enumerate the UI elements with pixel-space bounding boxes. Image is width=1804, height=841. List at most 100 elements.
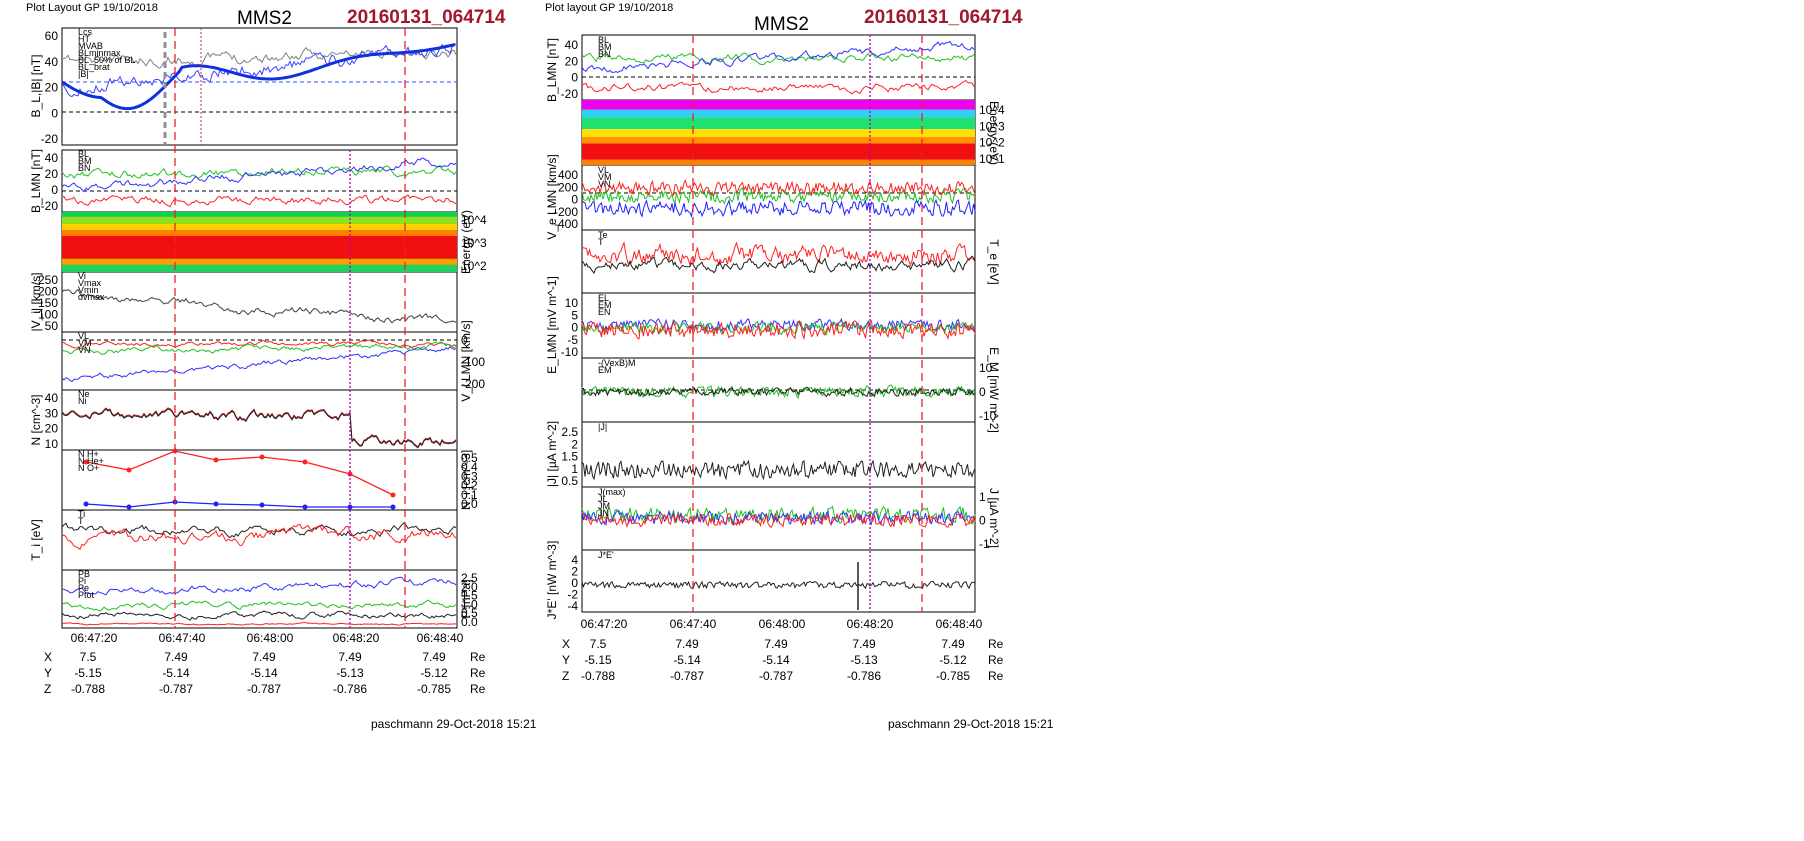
left-p7-He-point-5 — [302, 459, 308, 465]
right-p2-ytick-3: 10^1 — [979, 152, 1005, 166]
right-layout-label: Plot layout GP 19/10/2018 — [545, 2, 674, 14]
left-eph-label-y: Y — [44, 666, 52, 680]
left-p9-Pe-trace — [61, 622, 457, 626]
left-p5-VM-trace — [61, 341, 457, 356]
right-p8-ytick-2: -1 — [979, 537, 990, 551]
right-p5-legend-2: EN — [598, 307, 611, 317]
left-p7-ytick-2: 0.3 — [461, 469, 478, 483]
right-eph-z-2: -0.787 — [759, 669, 793, 683]
left-p4-legend-3: dvmax — [78, 292, 105, 302]
left-p7-legend-0: N H+ — [78, 449, 99, 459]
left-eph-unit-z: Re — [470, 682, 486, 696]
right-p8-legend-1: JL — [598, 494, 608, 504]
right-panel-7-frame — [581, 421, 976, 488]
right-p2-spectrogram-band — [582, 129, 975, 138]
left-time-tick-0: 06:47:20 — [71, 631, 118, 645]
right-p3-VM-trace — [581, 187, 976, 205]
left-eph-x-1: 7.49 — [164, 650, 188, 664]
left-eph-z-2: -0.787 — [247, 682, 281, 696]
right-p3-legend-0: VL — [598, 165, 609, 175]
left-panel-5-frame — [61, 331, 458, 391]
left-p7-He-point-0 — [83, 459, 89, 465]
right-p5-ytick-0: 10 — [565, 296, 579, 310]
right-p3-legend-2: VN — [598, 179, 611, 189]
right-p2-ytick-2: 10^2 — [979, 136, 1005, 150]
left-p9-legend-3: Ptot — [78, 590, 95, 600]
right-p3-ytick-0: 400 — [558, 168, 578, 182]
right-p7-ytick-0: 2.5 — [561, 425, 578, 439]
right-eph-label-x: X — [562, 637, 570, 651]
left-p6-Ni-trace — [61, 408, 457, 449]
left-time-tick-1: 06:47:40 — [159, 631, 206, 645]
left-p7-ytick-5: 0.0 — [461, 497, 478, 511]
left-p1-legend-3: BLminmax — [78, 48, 121, 58]
right-p2-ytick-1: 10^3 — [979, 119, 1005, 133]
left-p4-ytick-0: 250 — [38, 273, 58, 287]
right-eph-z-1: -0.787 — [670, 669, 704, 683]
left-p7-He-point-1 — [126, 467, 132, 473]
left-eph-y-2: -5.14 — [250, 666, 278, 680]
right-p5-legend-0: EL — [598, 293, 609, 303]
left-eph-y-0: -5.15 — [74, 666, 102, 680]
right-time-tick-0: 06:47:20 — [581, 617, 628, 631]
left-p7-ytick-0: 0.5 — [461, 451, 478, 465]
left-panel-7-frame — [61, 449, 458, 511]
left-p1-ytick-2: 20 — [45, 81, 59, 95]
right-eph-y-1: -5.14 — [673, 653, 701, 667]
left-p7-ytick-1: 0.4 — [461, 460, 478, 474]
left-p7-O-point-3 — [213, 501, 219, 507]
right-p1-ylabel: B_LMN [nT] — [545, 38, 559, 102]
left-p7-O-point-7 — [390, 504, 396, 510]
right-p8-JN-trace — [581, 512, 976, 529]
left-p1-ytick-4: -20 — [41, 132, 59, 146]
right-p3-legend-1: VM — [598, 172, 612, 182]
right-time-tick-2: 06:48:00 — [759, 617, 806, 631]
left-p9-ytick-1: 2.0 — [461, 580, 478, 594]
right-p2-spectrogram — [582, 100, 975, 165]
right-p7-ytick-3: 1 — [571, 462, 578, 476]
left-p8-Ti-trace — [61, 523, 457, 550]
left-p1-ytick-0: 60 — [45, 29, 59, 43]
left-eph-unit-y: Re — [470, 666, 486, 680]
left-panel-9-frame — [61, 569, 458, 629]
left-p6-ylabel: N [cm^-3] — [29, 395, 43, 446]
right-p8-legend-0: J(max) — [598, 487, 626, 497]
right-p5-ytick-2: 0 — [571, 321, 578, 335]
right-footer: paschmann 29-Oct-2018 15:21 — [888, 717, 1054, 731]
left-p7-legend-1: N He+ — [78, 456, 104, 466]
right-p3-ytick-1: 200 — [558, 180, 578, 194]
left-p6-ytick-1: 30 — [45, 406, 59, 420]
left-p2-ytick-1: 20 — [45, 167, 59, 181]
right-p7-ytick-4: 0.5 — [561, 474, 578, 488]
right-p9-ytick-3: -2 — [567, 588, 578, 602]
left-time-tick-2: 06:48:00 — [247, 631, 294, 645]
left-p9-Ptot-trace — [61, 599, 457, 612]
right-p1-ytick-0: 40 — [565, 38, 579, 52]
left-p9-ytick-0: 2.5 — [461, 571, 478, 585]
right-eph-x-4: 7.49 — [941, 637, 965, 651]
right-eph-label-z: Z — [562, 669, 569, 683]
left-p3-spectrogram-band — [62, 216, 457, 226]
left-p1-ytick-3: 0 — [51, 106, 58, 120]
right-p3-VL-trace — [581, 179, 976, 197]
right-p7-ylabel: |J| [µA m^-2] — [545, 421, 559, 487]
left-eph-y-4: -5.12 — [420, 666, 448, 680]
left-p2-ytick-2: 0 — [51, 183, 58, 197]
left-eph-x-3: 7.49 — [338, 650, 362, 664]
left-p5-ytick-1: -100 — [461, 355, 485, 369]
left-p6-Ne-trace — [61, 407, 457, 448]
right-eph-label-y: Y — [562, 653, 570, 667]
left-p5-ytick-2: -200 — [461, 377, 485, 391]
right-p1-BM-trace — [581, 52, 975, 66]
left-p5-legend-2: VN — [78, 345, 91, 355]
right-p6-ytick-1: 0 — [979, 385, 986, 399]
left-event-title: 20160131_064714 — [347, 7, 506, 28]
right-event-title: 20160131_064714 — [864, 7, 1023, 28]
left-p9-ytick-5: 0.0 — [461, 615, 478, 629]
right-time-tick-1: 06:47:40 — [670, 617, 717, 631]
left-p5-VN-trace — [61, 346, 457, 383]
left-eph-y-1: -5.14 — [162, 666, 190, 680]
left-p7-O-point-4 — [259, 502, 265, 508]
left-p5-ytick-0: 0 — [461, 333, 468, 347]
